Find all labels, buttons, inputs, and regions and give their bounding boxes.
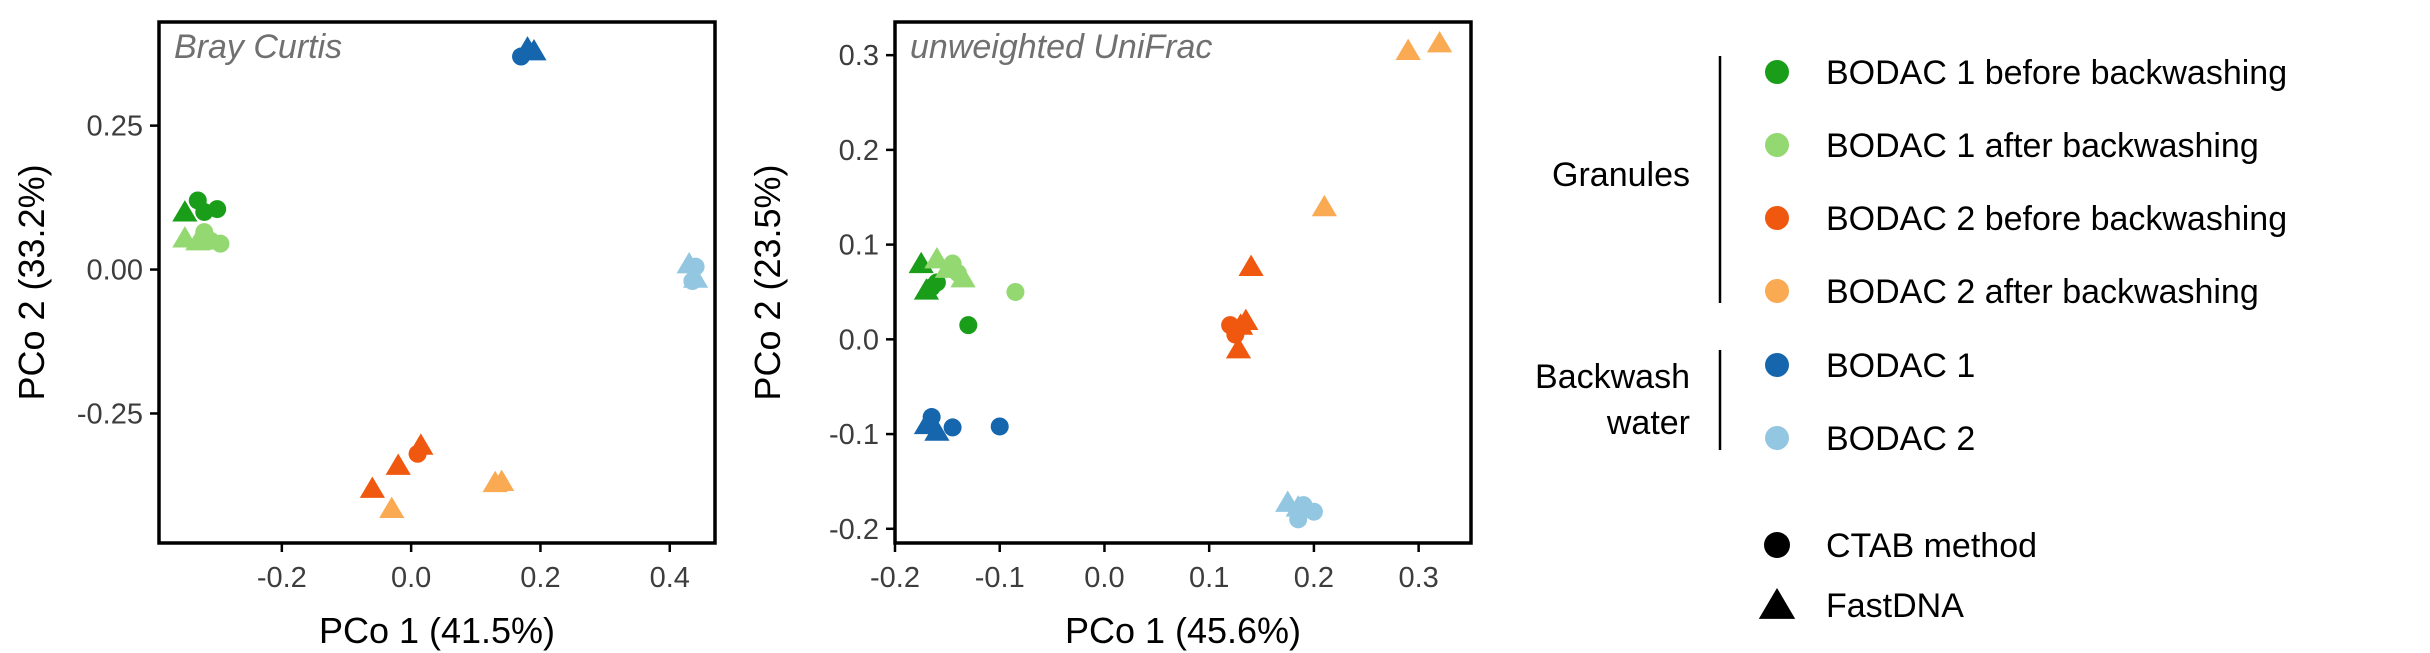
data-point [1233,308,1259,330]
plot-title: unweighted UniFrac [910,28,1212,66]
data-point [195,202,214,221]
x-tick-label: 0.2 [520,562,560,594]
legend-group-label: water [1606,404,1690,442]
x-tick-label: 0.3 [1398,562,1438,594]
y-tick-label: 0.0 [839,324,879,356]
data-point [1225,336,1252,359]
legend-item-label: BODAC 2 after backwashing [1826,273,2259,311]
y-tick-label: -0.2 [829,514,879,546]
data-point [1238,254,1264,276]
y-tick-label: 0.2 [839,135,879,167]
legend-item-label: BODAC 1 before backwashing [1826,54,2287,92]
data-point [1426,31,1453,53]
y-tick-label: -0.25 [77,398,143,430]
legend-item-label: BODAC 1 [1826,347,1975,385]
x-tick-label: 0.0 [1084,562,1124,594]
data-point [211,234,230,253]
data-point [950,265,976,288]
legend-swatch [1765,353,1789,377]
data-point [185,228,211,251]
data-point [913,278,940,300]
data-point [521,38,547,61]
data-point [1006,282,1025,301]
triangle-icon [1758,587,1796,619]
legend-swatch [1765,426,1789,450]
legend-item-label: BODAC 1 after backwashing [1826,127,2259,165]
legend-item-label: BODAC 2 before backwashing [1826,200,2287,238]
legend-swatch [1765,279,1789,303]
data-point [1395,38,1421,60]
x-tick-label: 0.1 [1189,562,1229,594]
data-point [927,273,946,292]
data-point [489,469,515,491]
y-axis-label: PCo 2 (33.2%) [11,164,52,400]
data-point [172,200,198,222]
plot-title: Bray Curtis [174,28,342,66]
y-axis-label: PCo 2 (23.5%) [747,164,788,400]
legend-method-label: FastDNA [1826,587,1964,625]
data-point [924,419,950,441]
data-point [1304,502,1323,521]
legend-swatch [1765,133,1789,157]
x-tick-label: 0.0 [391,562,431,594]
data-point [379,496,405,519]
y-tick-label: -0.1 [829,419,879,451]
y-tick-label: 0.00 [87,255,143,287]
unifrac-panel: -0.2 -0.1 0.0 0.1 0.2 0.3 0.3 0.2 0.1 0.0 -0.1 -0.2… [747,20,1473,651]
plot-frame [157,20,717,545]
x-tick-label: -0.2 [870,562,920,594]
data-point [385,453,411,475]
legend-group-label: Backwash [1535,358,1690,396]
data-point [683,272,702,291]
data-point [1289,510,1308,529]
data-point [943,418,962,437]
x-tick-label: -0.2 [257,562,307,594]
data-point [990,417,1009,436]
data-point [924,247,950,269]
bray-curtis-panel: -0.2 0.0 0.2 0.4 0.25 0.00 -0.25 Bray Curtis PCo… [11,20,717,651]
x-tick-label: -0.1 [975,562,1025,594]
y-tick-label: 0.1 [839,230,879,262]
legend-method-label: CTAB method [1826,527,2037,565]
data-point [1311,194,1337,217]
legend-item-label: BODAC 2 [1826,420,1975,458]
data-point [959,316,978,335]
legend-swatch [1765,206,1789,230]
data-point [408,433,434,455]
legend-group-label: Granules [1552,156,1690,194]
y-tick-label: 0.3 [839,40,879,72]
data-point [359,476,385,498]
circle-icon [1764,532,1790,558]
x-axis-label: PCo 1 (41.5%) [319,610,555,651]
legend: BODAC 1 before backwashing BODAC 1 after … [1535,54,2287,625]
plot-frame [893,20,1473,545]
x-tick-label: 0.2 [1294,562,1334,594]
x-axis-label: PCo 1 (45.6%) [1065,610,1301,651]
legend-swatch [1765,60,1789,84]
x-tick-label: 0.4 [650,562,690,594]
y-tick-label: 0.25 [87,111,143,143]
